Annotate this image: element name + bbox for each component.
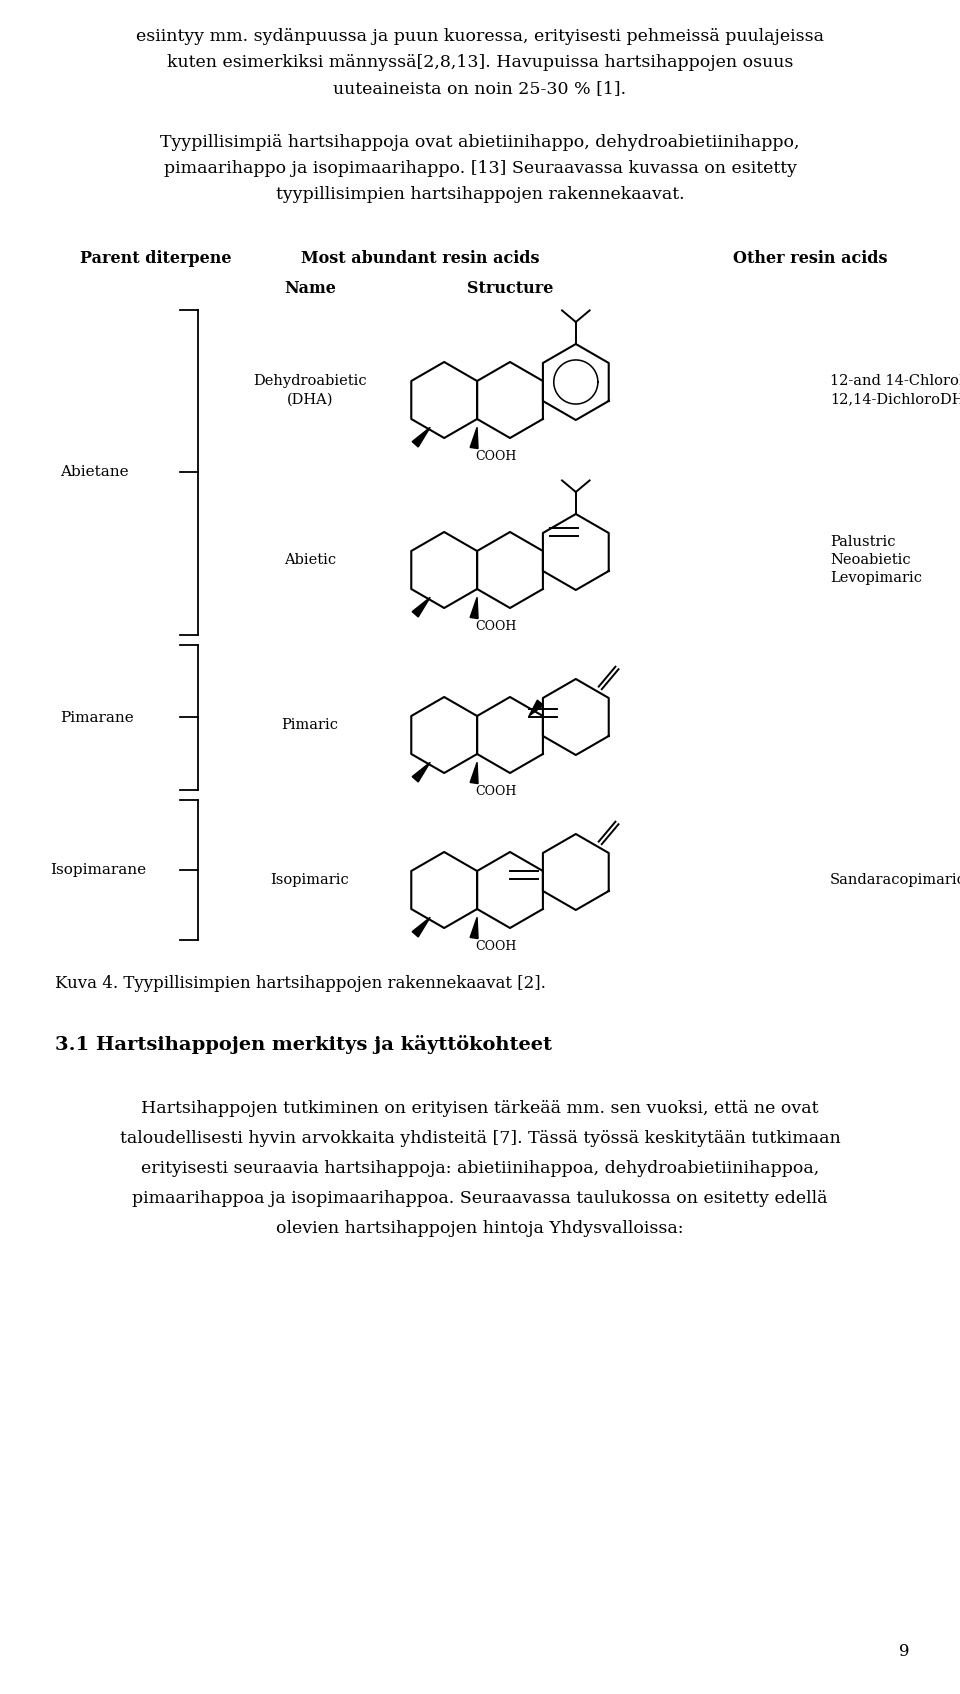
Text: 3.1 Hartsihappojen merkitys ja käyttökohteet: 3.1 Hartsihappojen merkitys ja käyttökoh… — [55, 1035, 552, 1054]
Text: Dehydroabietic
(DHA): Dehydroabietic (DHA) — [253, 374, 367, 407]
Text: taloudellisesti hyvin arvokkaita yhdisteitä [7]. Tässä työssä keskitytään tutkim: taloudellisesti hyvin arvokkaita yhdiste… — [120, 1130, 840, 1147]
Text: COOH: COOH — [475, 784, 516, 798]
Polygon shape — [470, 916, 478, 938]
Polygon shape — [543, 679, 609, 756]
Text: Sandaracopimaric: Sandaracopimaric — [830, 872, 960, 888]
Polygon shape — [477, 532, 543, 608]
Text: Abietic: Abietic — [284, 552, 336, 567]
Text: Kuva 4. Tyypillisimpien hartsihappojen rakennekaavat [2].: Kuva 4. Tyypillisimpien hartsihappojen r… — [55, 976, 546, 993]
Text: esiintyy mm. sydänpuussa ja puun kuoressa, erityisesti pehmeissä puulajeissa: esiintyy mm. sydänpuussa ja puun kuoress… — [136, 29, 824, 46]
Text: Other resin acids: Other resin acids — [732, 251, 887, 268]
Text: Isopimarane: Isopimarane — [50, 862, 146, 877]
Polygon shape — [411, 852, 477, 928]
Text: pimaarihappo ja isopimaarihappo. [13] Seuraavassa kuvassa on esitetty: pimaarihappo ja isopimaarihappo. [13] Se… — [163, 159, 797, 176]
Text: Abietane: Abietane — [60, 466, 129, 479]
Polygon shape — [412, 598, 430, 617]
Polygon shape — [543, 344, 609, 420]
Text: uuteaineista on noin 25-30 % [1].: uuteaineista on noin 25-30 % [1]. — [333, 80, 627, 97]
Text: Most abundant resin acids: Most abundant resin acids — [300, 251, 540, 268]
Text: Structure: Structure — [467, 280, 553, 296]
Polygon shape — [470, 427, 478, 449]
Text: COOH: COOH — [475, 940, 516, 954]
Polygon shape — [529, 700, 543, 717]
Polygon shape — [470, 598, 478, 618]
Text: tyypillisimpien hartsihappojen rakennekaavat.: tyypillisimpien hartsihappojen rakenneka… — [276, 186, 684, 203]
Polygon shape — [477, 696, 543, 772]
Text: olevien hartsihappojen hintoja Yhdysvalloissa:: olevien hartsihappojen hintoja Yhdysvall… — [276, 1220, 684, 1237]
Polygon shape — [412, 762, 430, 783]
Text: Isopimaric: Isopimaric — [271, 872, 349, 888]
Text: 12-and 14-ChloroDHA
12,14-DichloroDHA: 12-and 14-ChloroDHA 12,14-DichloroDHA — [830, 374, 960, 407]
Text: Palustric
Neoabietic
Levopimaric: Palustric Neoabietic Levopimaric — [830, 535, 922, 586]
Text: COOH: COOH — [475, 620, 516, 634]
Text: Hartsihappojen tutkiminen on erityisen tärkeää mm. sen vuoksi, että ne ovat: Hartsihappojen tutkiminen on erityisen t… — [141, 1099, 819, 1116]
Text: Name: Name — [284, 280, 336, 296]
Polygon shape — [411, 532, 477, 608]
Polygon shape — [411, 696, 477, 772]
Polygon shape — [412, 427, 430, 447]
Text: Tyypillisimpiä hartsihappoja ovat abietiinihappo, dehydroabietiinihappo,: Tyypillisimpiä hartsihappoja ovat abieti… — [160, 134, 800, 151]
Polygon shape — [412, 916, 430, 937]
Text: COOH: COOH — [475, 451, 516, 462]
Text: Parent diterpene: Parent diterpene — [80, 251, 231, 268]
Polygon shape — [477, 363, 543, 439]
Text: Pimaric: Pimaric — [281, 718, 339, 732]
Text: Pimarane: Pimarane — [60, 710, 133, 725]
Polygon shape — [411, 363, 477, 439]
Polygon shape — [477, 852, 543, 928]
Text: erityisesti seuraavia hartsihappoja: abietiinihappoa, dehydroabietiinihappoa,: erityisesti seuraavia hartsihappoja: abi… — [141, 1160, 819, 1177]
Text: pimaarihappoa ja isopimaarihappoa. Seuraavassa taulukossa on esitetty edellä: pimaarihappoa ja isopimaarihappoa. Seura… — [132, 1189, 828, 1208]
Polygon shape — [543, 513, 609, 590]
Polygon shape — [470, 762, 478, 784]
Text: 9: 9 — [900, 1643, 910, 1660]
Text: kuten esimerkiksi männyssä[2,8,13]. Havupuissa hartsihappojen osuus: kuten esimerkiksi männyssä[2,8,13]. Havu… — [167, 54, 793, 71]
Polygon shape — [543, 833, 609, 910]
